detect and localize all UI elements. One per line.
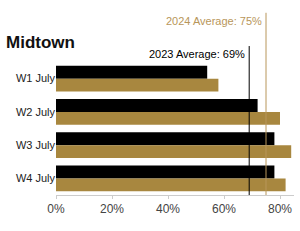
- svg-text:W3 July: W3 July: [16, 139, 56, 151]
- svg-text:20%: 20%: [100, 202, 124, 216]
- svg-text:40%: 40%: [156, 202, 180, 216]
- svg-text:60%: 60%: [212, 202, 236, 216]
- svg-text:2023 Average: 69%: 2023 Average: 69%: [149, 48, 245, 60]
- svg-text:80%: 80%: [268, 202, 292, 216]
- svg-text:W1 July: W1 July: [16, 72, 56, 84]
- svg-text:0%: 0%: [47, 202, 65, 216]
- svg-text:W4 July: W4 July: [16, 172, 56, 184]
- svg-text:Midtown: Midtown: [6, 33, 75, 52]
- svg-text:2024 Average: 75%: 2024 Average: 75%: [166, 15, 262, 27]
- svg-text:W2 July: W2 July: [16, 106, 56, 118]
